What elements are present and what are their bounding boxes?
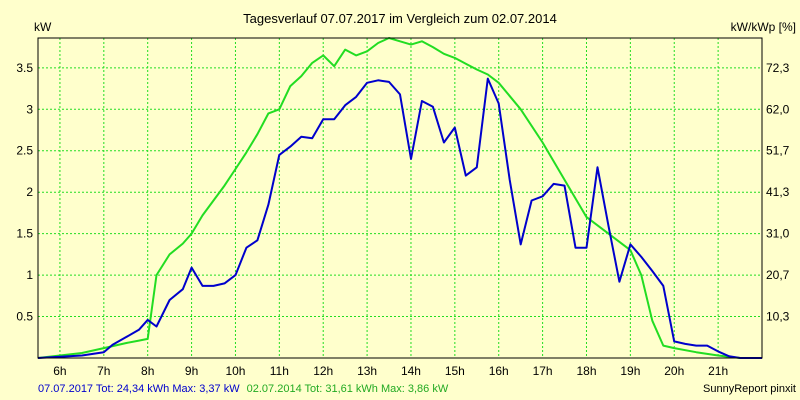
x-tick-label: 20h — [664, 364, 684, 378]
y-tick-label-left: 2.5 — [16, 144, 33, 158]
x-tick-label: 21h — [708, 364, 728, 378]
y-tick-label-right: 31,0 — [766, 227, 790, 241]
y-tick-label-right: 51,7 — [766, 144, 790, 158]
x-tick-label: 11h — [270, 364, 289, 378]
y-tick-label-left: 1.5 — [16, 227, 33, 241]
y-tick-label-left: 1 — [26, 268, 33, 282]
y-tick-label-left: 0.5 — [16, 310, 33, 324]
legend-series-2: 02.07.2014 Tot: 31,61 kWh Max: 3,86 kW — [247, 383, 449, 395]
x-tick-label: 18h — [576, 364, 596, 378]
y-tick-label-left: 2 — [26, 185, 33, 199]
y-axis-label-left: kW — [34, 20, 52, 34]
y-tick-label-left: 3.5 — [16, 61, 33, 75]
series-lines — [37, 37, 762, 359]
chart-title: Tagesverlauf 07.07.2017 im Vergleich zum… — [243, 11, 557, 26]
y-tick-label-left: 3 — [26, 102, 33, 116]
x-tick-label: 7h — [97, 364, 110, 378]
series-line-2 — [37, 37, 762, 359]
legend-series-1: 07.07.2017 Tot: 24,34 kWh Max: 3,37 kW — [38, 383, 240, 395]
x-tick-label: 17h — [533, 364, 553, 378]
y-tick-label-right: 10,3 — [766, 310, 790, 324]
x-tick-label: 16h — [489, 364, 509, 378]
footer-credit: SunnyReport pinxit — [703, 383, 796, 395]
x-tick-label: 12h — [313, 364, 333, 378]
plot-frame — [37, 37, 763, 359]
x-tick-label: 6h — [53, 364, 66, 378]
y-tick-label-right: 41,3 — [766, 185, 790, 199]
axis-tick-labels: 6h 7h 8h 9h 10h 11h 12h 13h 14h 15h 16h 17h 18h 19h 20… — [16, 61, 789, 378]
y-axis-label-right: kW/kWp [%] — [731, 20, 796, 34]
y-tick-label-right: 20,7 — [766, 268, 790, 282]
y-tick-label-right: 62,0 — [766, 102, 790, 116]
x-tick-label: 15h — [445, 364, 465, 378]
x-tick-label: 9h — [185, 364, 198, 378]
x-tick-label: 10h — [225, 364, 245, 378]
x-tick-label: 8h — [141, 364, 154, 378]
x-tick-label: 13h — [357, 364, 377, 378]
grid-lines — [38, 38, 762, 358]
footer-legend: 07.07.2017 Tot: 24,34 kWh Max: 3,37 kW 0… — [38, 383, 449, 395]
x-tick-label: 19h — [620, 364, 640, 378]
x-tick-label: 14h — [401, 364, 421, 378]
series-line-1 — [37, 77, 762, 359]
y-tick-label-right: 72,3 — [766, 61, 790, 75]
